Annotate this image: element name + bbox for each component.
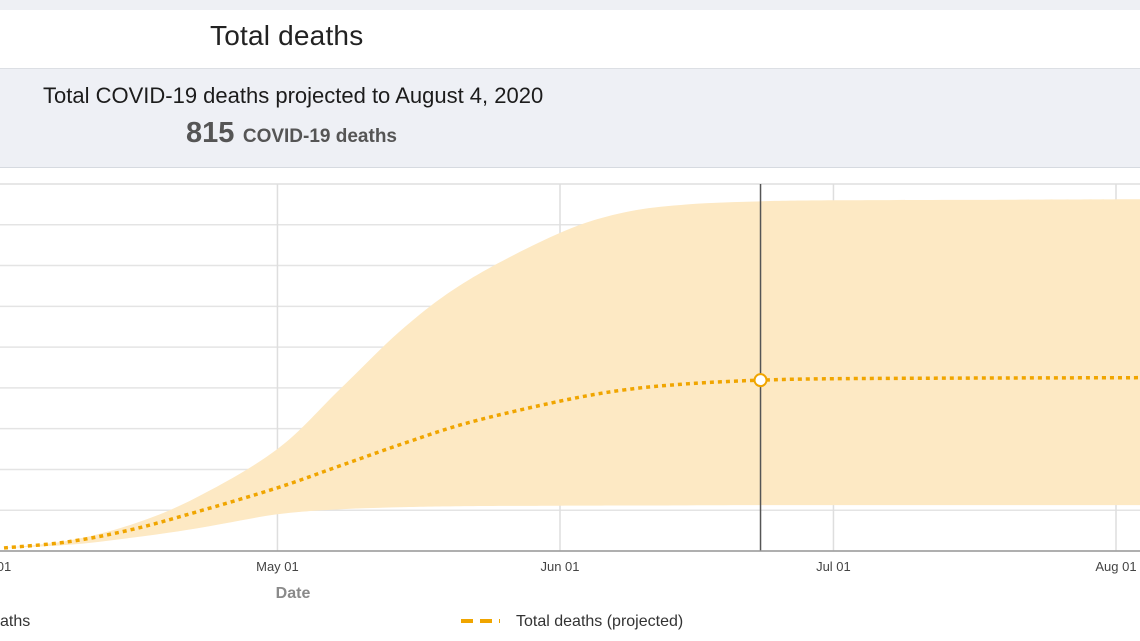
legend-label: aths: [0, 613, 30, 630]
summary-box: Total COVID-19 deaths projected to Augus…: [0, 69, 1140, 168]
x-axis-title: Date: [276, 585, 311, 602]
x-tick-label: Jul 01: [816, 559, 851, 574]
legend-label: Total deaths (projected): [516, 613, 683, 630]
hover-point[interactable]: [753, 373, 768, 388]
x-tick-label: Aug 01: [1095, 559, 1136, 574]
summary-number: 815: [186, 117, 235, 149]
panel-title: Total deaths: [210, 20, 364, 51]
legend: aths Total deaths (projected): [0, 613, 683, 630]
summary-value-row: 815 COVID-19 deaths: [186, 117, 397, 150]
panel-header: Total deaths: [0, 10, 1140, 69]
x-tick-label: Jun 01: [540, 559, 579, 574]
summary-text: Total COVID-19 deaths projected to Augus…: [43, 83, 544, 108]
projected-deaths-line: [3, 375, 1140, 550]
x-tick-label: May 01: [256, 559, 299, 574]
uncertainty-band: [4, 199, 1140, 548]
chart[interactable]: 01 May 01 Jun 01 Jul 01 Aug 01 Date aths Tota…: [0, 168, 1140, 641]
summary-unit: COVID-19 deaths: [242, 126, 397, 147]
x-tick-label: 01: [0, 559, 11, 574]
top-strip: [0, 0, 1140, 10]
x-tick-labels: 01 May 01 Jun 01 Jul 01 Aug 01: [0, 559, 1137, 574]
